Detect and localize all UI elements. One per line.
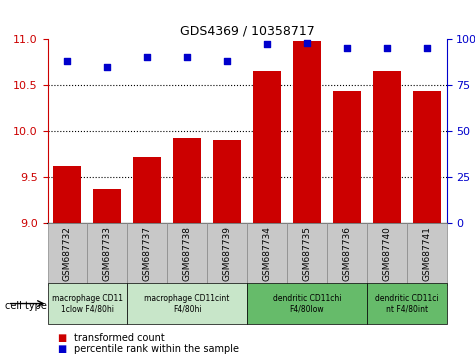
Point bbox=[223, 58, 231, 64]
Bar bbox=[373, 71, 400, 223]
Bar bbox=[207, 223, 247, 285]
Text: GSM687740: GSM687740 bbox=[382, 227, 391, 281]
Bar bbox=[413, 91, 440, 223]
Bar bbox=[247, 223, 287, 285]
Bar bbox=[213, 140, 241, 223]
Text: dendritic CD11chi
F4/80low: dendritic CD11chi F4/80low bbox=[273, 294, 341, 313]
Title: GDS4369 / 10358717: GDS4369 / 10358717 bbox=[180, 25, 314, 38]
Text: macrophage CD11cint
F4/80hi: macrophage CD11cint F4/80hi bbox=[144, 294, 230, 313]
Bar bbox=[367, 223, 407, 285]
Text: ■: ■ bbox=[57, 344, 66, 354]
Bar bbox=[253, 71, 281, 223]
Bar bbox=[94, 189, 121, 223]
Bar bbox=[293, 41, 321, 223]
Text: percentile rank within the sample: percentile rank within the sample bbox=[74, 344, 238, 354]
Text: GSM687737: GSM687737 bbox=[143, 227, 152, 281]
Text: GSM687738: GSM687738 bbox=[183, 227, 191, 281]
Point bbox=[263, 42, 271, 47]
Point bbox=[104, 64, 111, 69]
Point bbox=[183, 55, 191, 60]
Text: GSM687735: GSM687735 bbox=[303, 227, 311, 281]
Bar bbox=[247, 283, 367, 324]
Bar bbox=[367, 283, 446, 324]
Text: GSM687734: GSM687734 bbox=[263, 227, 271, 281]
Text: ■: ■ bbox=[57, 333, 66, 343]
Bar bbox=[167, 223, 207, 285]
Text: GSM687736: GSM687736 bbox=[342, 227, 351, 281]
Bar bbox=[48, 283, 127, 324]
Point bbox=[64, 58, 71, 64]
Bar bbox=[127, 223, 167, 285]
Bar bbox=[173, 138, 201, 223]
Text: GSM687733: GSM687733 bbox=[103, 227, 112, 281]
Bar bbox=[407, 223, 446, 285]
Point bbox=[343, 45, 351, 51]
Bar bbox=[333, 91, 361, 223]
Bar bbox=[287, 223, 327, 285]
Bar bbox=[87, 223, 127, 285]
Bar bbox=[48, 223, 87, 285]
Point bbox=[143, 55, 151, 60]
Bar bbox=[327, 223, 367, 285]
Point bbox=[383, 45, 390, 51]
Text: GSM687732: GSM687732 bbox=[63, 227, 72, 281]
Point bbox=[423, 45, 430, 51]
Text: GSM687739: GSM687739 bbox=[223, 227, 231, 281]
Bar bbox=[127, 283, 247, 324]
Text: macrophage CD11
1clow F4/80hi: macrophage CD11 1clow F4/80hi bbox=[52, 294, 123, 313]
Bar bbox=[54, 166, 81, 223]
Text: cell type: cell type bbox=[5, 301, 47, 311]
Bar bbox=[133, 157, 161, 223]
Text: GSM687741: GSM687741 bbox=[422, 227, 431, 281]
Point bbox=[303, 40, 311, 45]
Text: transformed count: transformed count bbox=[74, 333, 164, 343]
Text: dendritic CD11ci
nt F4/80int: dendritic CD11ci nt F4/80int bbox=[375, 294, 438, 313]
